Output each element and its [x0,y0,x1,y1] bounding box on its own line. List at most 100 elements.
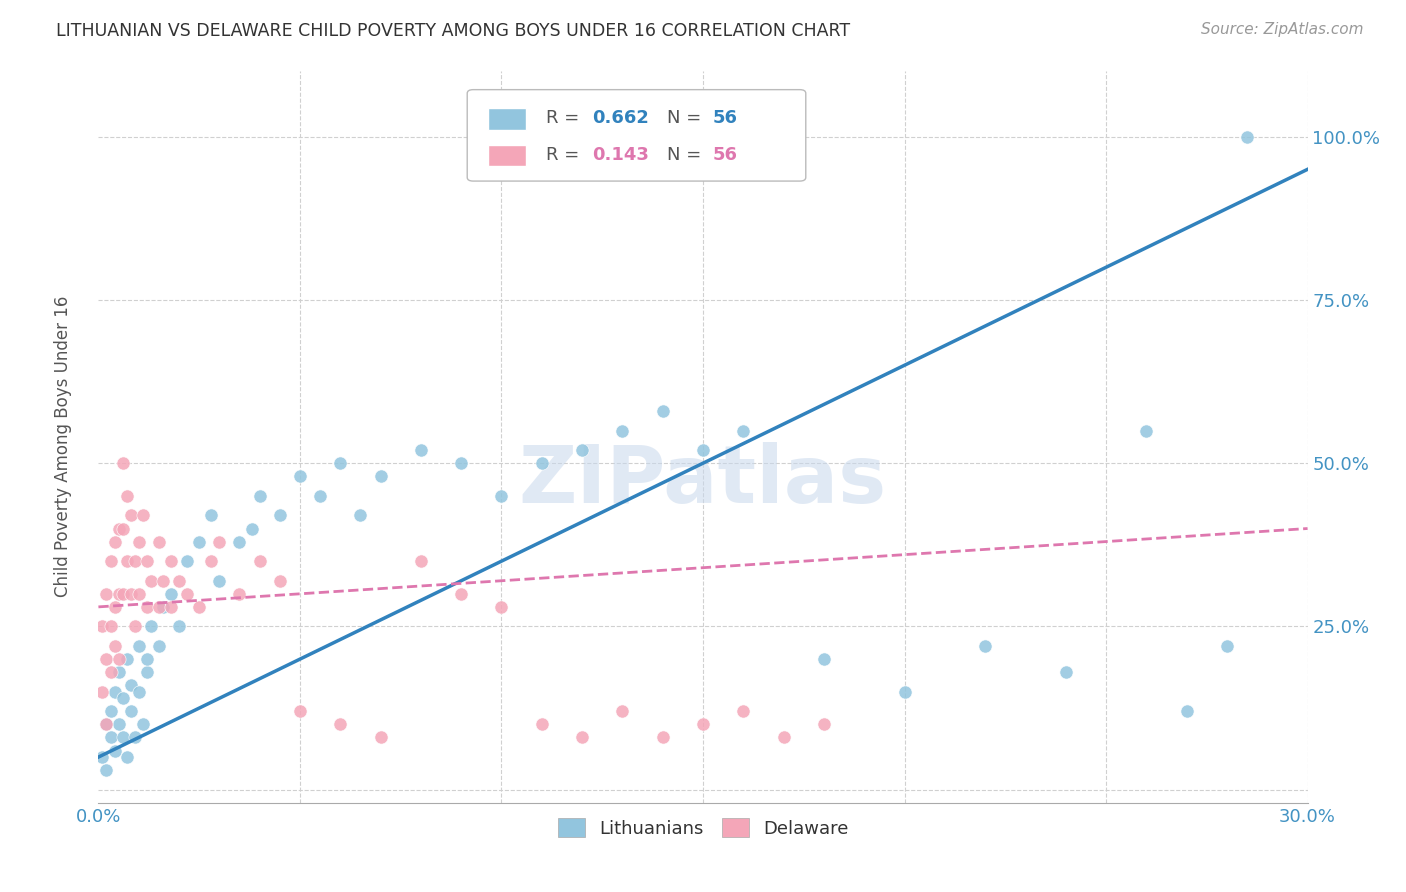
Text: N =: N = [666,109,707,128]
Point [124,554,146,568]
Point [692,717,714,731]
Point [100,619,122,633]
Point [91,619,114,633]
Point [612,705,634,719]
Point [160,587,183,601]
Point [208,574,231,588]
Point [103,599,125,614]
Point [96,763,118,777]
Point [1216,639,1239,653]
Point [128,534,150,549]
Point [107,652,129,666]
Point [176,587,198,601]
Point [188,599,211,614]
Point [733,424,755,438]
Point [100,665,122,680]
Point [228,534,250,549]
Point [571,443,593,458]
Point [103,743,125,757]
Point [124,731,146,745]
FancyBboxPatch shape [488,145,526,167]
Point [124,619,146,633]
Text: Child Poverty Among Boys Under 16: Child Poverty Among Boys Under 16 [55,295,72,597]
Point [772,731,794,745]
Point [309,489,332,503]
Point [571,731,593,745]
Point [148,534,170,549]
Point [733,705,755,719]
Point [96,717,118,731]
Text: ZIPatlas: ZIPatlas [519,442,887,520]
Point [120,705,142,719]
Point [135,599,157,614]
Point [100,554,122,568]
Text: 0.143: 0.143 [592,145,648,164]
Point [100,705,122,719]
Point [228,587,250,601]
Point [135,554,157,568]
Point [160,599,183,614]
Point [152,599,174,614]
Text: 0.662: 0.662 [592,109,648,128]
Point [111,691,134,706]
Point [329,456,352,470]
Point [651,404,673,418]
Point [128,685,150,699]
Point [107,587,129,601]
Point [349,508,371,523]
Point [208,534,231,549]
Point [128,587,150,601]
Point [329,717,352,731]
Point [188,534,211,549]
Point [103,685,125,699]
Point [111,731,134,745]
Point [450,456,472,470]
Text: 56: 56 [713,145,738,164]
Point [491,489,513,503]
Text: R =: R = [546,109,585,128]
Point [128,639,150,653]
Point [135,665,157,680]
Point [132,508,155,523]
Point [96,652,118,666]
Point [813,652,835,666]
Text: Source: ZipAtlas.com: Source: ZipAtlas.com [1201,22,1364,37]
Point [269,508,291,523]
Point [269,574,291,588]
Point [409,443,432,458]
Point [115,750,138,764]
Point [120,587,142,601]
Point [612,424,634,438]
Point [115,652,138,666]
Point [450,587,472,601]
Point [111,521,134,535]
Point [148,599,170,614]
Point [167,619,190,633]
Point [370,731,392,745]
Point [139,574,162,588]
Point [1236,129,1258,144]
Point [111,587,134,601]
Point [120,678,142,692]
Point [135,652,157,666]
Point [103,639,125,653]
Point [240,521,263,535]
Point [249,489,271,503]
Point [813,717,835,731]
Legend: Lithuanians, Delaware: Lithuanians, Delaware [550,811,856,845]
Point [1135,424,1157,438]
Point [288,705,311,719]
Point [91,750,114,764]
Point [96,587,118,601]
Text: 56: 56 [713,109,738,128]
Point [148,639,170,653]
Point [491,599,513,614]
Point [692,443,714,458]
Point [167,574,190,588]
Point [530,456,553,470]
FancyBboxPatch shape [488,108,526,130]
Point [1175,705,1198,719]
Point [120,508,142,523]
Point [139,619,162,633]
Text: N =: N = [666,145,707,164]
